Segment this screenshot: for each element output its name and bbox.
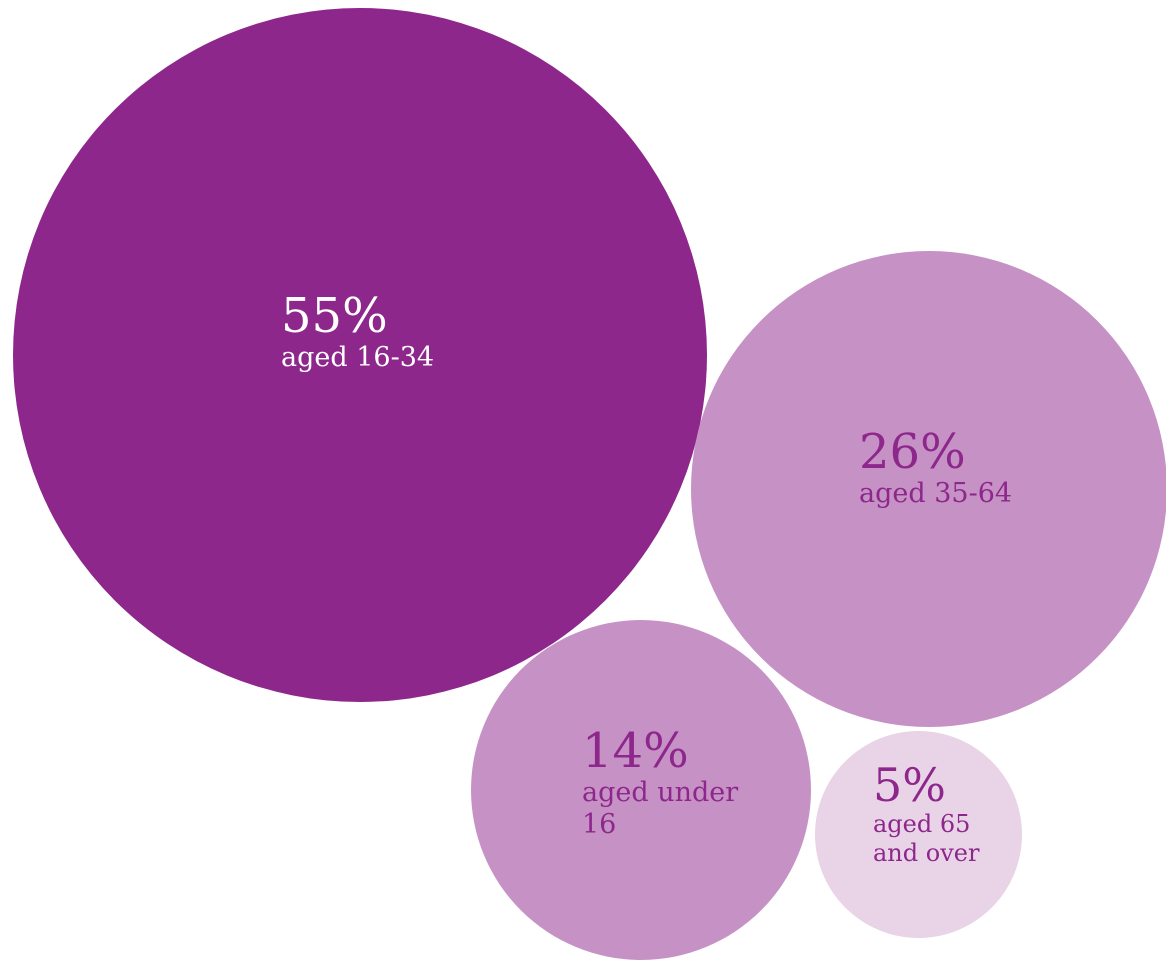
bubble-category: aged 65 and over [873,810,980,867]
bubble-label-aged-65-and-over: 5% aged 65 and over [873,762,1003,868]
bubble-value: 5% [873,758,946,812]
bubble-value: 55% [281,288,388,344]
bubble-label-aged-35-64: 26% aged 35-64 [859,428,1119,510]
bubble-value: 26% [859,424,966,480]
bubble-aged-16-34 [13,8,707,702]
bubble-label-aged-under-16: 14% aged under 16 [582,727,772,842]
bubble-aged-35-64 [691,251,1166,727]
bubble-aged-65-and-over [815,731,1022,938]
bubble-label-aged-16-34: 55% aged 16-34 [281,292,541,374]
bubble-category: aged under 16 [582,777,739,841]
bubble-category: aged 35-64 [859,478,1013,509]
bubble-aged-under-16 [471,620,811,960]
bubble-category: aged 16-34 [281,342,435,373]
bubble-value: 14% [582,723,689,779]
